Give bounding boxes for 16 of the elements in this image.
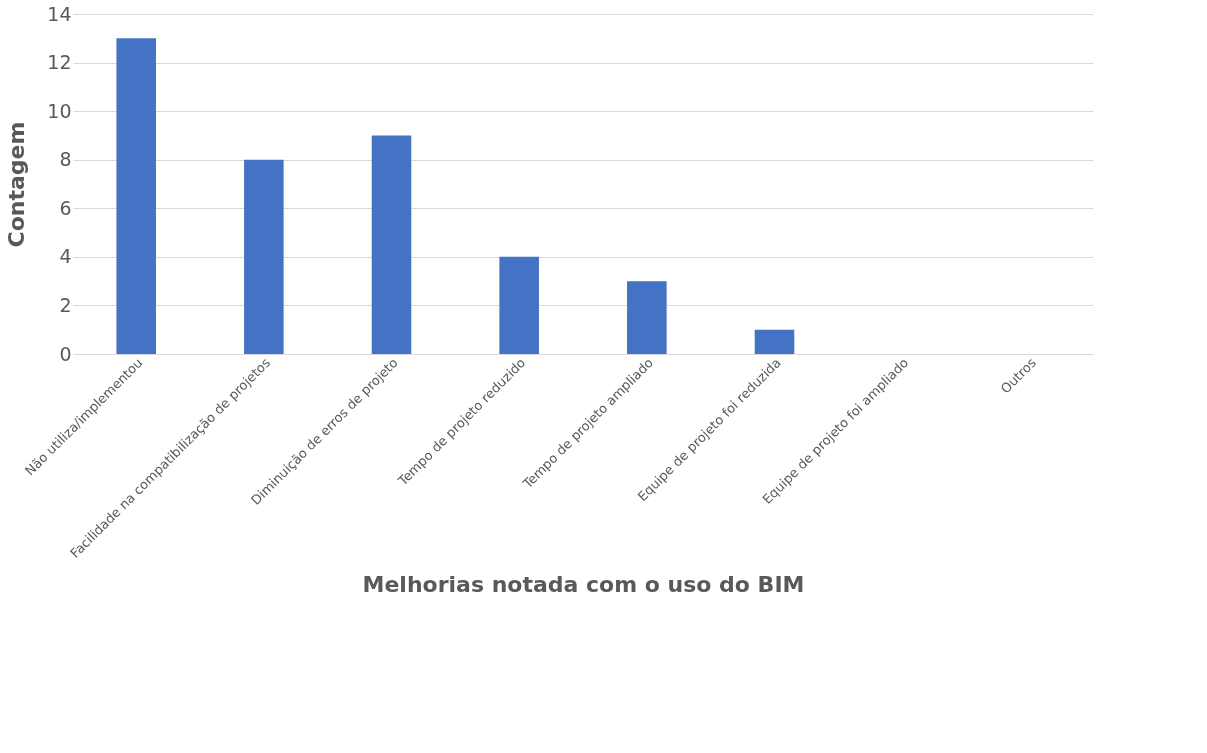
y-tick-label: 8 [59,148,72,171]
y-tick-label: 14 [47,2,72,25]
y-tick-label: 0 [59,342,72,365]
y-tick-label: 12 [47,51,72,74]
bar [244,159,284,354]
y-tick-label: 10 [47,99,72,122]
x-axis-title: Melhorias notada com o uso do BIM [362,571,805,597]
bar [116,38,156,354]
bar [627,281,667,354]
y-tick-label: 4 [59,245,72,268]
y-axis-title: Contagem [4,121,30,248]
bar [499,256,539,354]
y-tick-label: 6 [59,196,72,219]
y-tick-label: 2 [59,293,72,316]
bar [371,135,412,354]
bar [754,329,795,354]
